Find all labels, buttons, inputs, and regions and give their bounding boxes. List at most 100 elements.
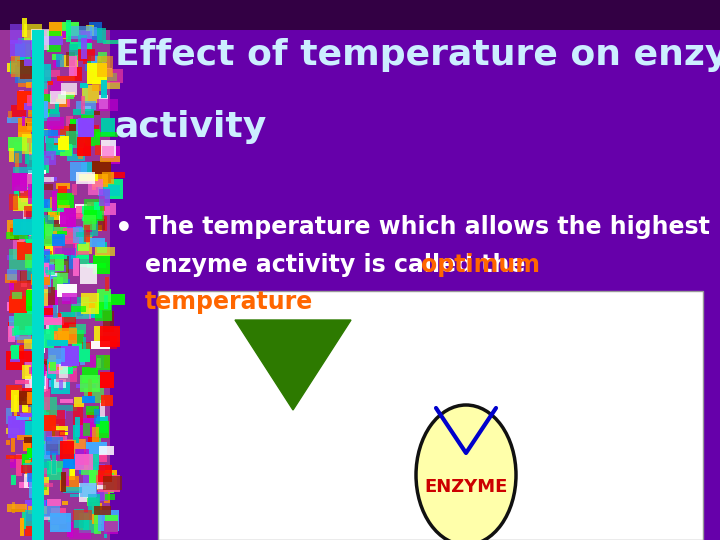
Bar [37, 483, 53, 487]
Bar [31, 224, 53, 246]
Bar [70, 494, 81, 497]
Bar [29, 478, 42, 498]
Bar [53, 232, 60, 235]
Bar [101, 80, 107, 98]
Bar [14, 239, 32, 260]
Bar [11, 346, 24, 355]
Bar [71, 298, 89, 319]
Bar [99, 96, 108, 109]
Bar [42, 308, 53, 315]
Text: Effect of temperature on enzyme: Effect of temperature on enzyme [115, 38, 720, 72]
Bar [13, 167, 32, 173]
Bar [8, 321, 28, 338]
Bar [48, 126, 60, 138]
Bar [13, 196, 32, 211]
Bar [10, 458, 17, 468]
Bar [103, 476, 122, 490]
Bar [25, 521, 43, 536]
Bar [17, 435, 35, 440]
Bar [47, 360, 64, 377]
Bar [34, 155, 38, 174]
Bar [60, 207, 76, 227]
Bar [24, 314, 37, 333]
Bar [104, 179, 123, 199]
Bar [24, 103, 35, 111]
Bar [94, 70, 112, 81]
Bar [95, 247, 115, 256]
Bar [24, 474, 44, 488]
Bar [37, 129, 51, 137]
Bar [78, 174, 98, 180]
Bar [22, 188, 32, 202]
Bar [100, 326, 120, 347]
Bar [76, 449, 89, 464]
Bar [96, 242, 107, 253]
Bar [27, 94, 42, 105]
Bar [98, 185, 120, 195]
Bar [58, 94, 73, 99]
Bar [73, 509, 84, 528]
Bar [72, 303, 91, 319]
Bar [60, 323, 76, 340]
Bar [17, 240, 33, 243]
Bar [42, 412, 49, 429]
Bar [64, 92, 75, 97]
Bar [10, 224, 19, 240]
Bar [88, 448, 94, 463]
Bar [56, 97, 68, 107]
Bar [30, 99, 45, 114]
Bar [47, 117, 64, 129]
Bar [24, 206, 39, 218]
Bar [77, 312, 83, 316]
Bar [71, 243, 89, 259]
Bar [20, 427, 29, 440]
Bar [20, 421, 35, 437]
Bar [24, 500, 45, 511]
Bar [15, 380, 29, 384]
Bar [25, 460, 37, 477]
Bar [76, 232, 93, 237]
Bar [7, 416, 25, 438]
Bar [50, 91, 66, 104]
Bar [68, 325, 86, 334]
Text: •: • [115, 215, 132, 243]
Bar [101, 140, 116, 156]
Bar [20, 184, 24, 193]
Bar [81, 112, 94, 123]
Bar [104, 295, 109, 308]
Bar [7, 63, 19, 72]
Bar [37, 112, 49, 117]
Bar [12, 105, 27, 122]
Bar [81, 131, 86, 143]
Bar [42, 208, 48, 211]
Bar [71, 42, 92, 50]
Bar [91, 503, 102, 524]
Bar [77, 330, 84, 343]
Bar [57, 285, 77, 297]
Bar [88, 56, 102, 72]
Bar [32, 371, 37, 384]
Bar [44, 317, 64, 325]
Bar [36, 423, 45, 444]
Bar [89, 125, 99, 133]
Bar [81, 454, 99, 475]
Bar [35, 296, 57, 318]
Bar [96, 28, 107, 43]
Bar [12, 390, 19, 412]
Bar [88, 454, 99, 470]
Bar [37, 199, 53, 210]
Bar [47, 340, 68, 346]
Bar [66, 20, 71, 42]
Bar [35, 217, 45, 222]
Bar [19, 388, 27, 400]
Bar [31, 83, 48, 103]
Bar [20, 352, 34, 362]
Bar [46, 255, 67, 259]
Bar [23, 210, 26, 231]
Bar [62, 31, 66, 38]
Bar [69, 530, 91, 539]
Polygon shape [235, 320, 351, 410]
Text: enzyme activity is called the: enzyme activity is called the [145, 253, 534, 277]
Bar [61, 468, 69, 487]
Bar [46, 437, 63, 455]
